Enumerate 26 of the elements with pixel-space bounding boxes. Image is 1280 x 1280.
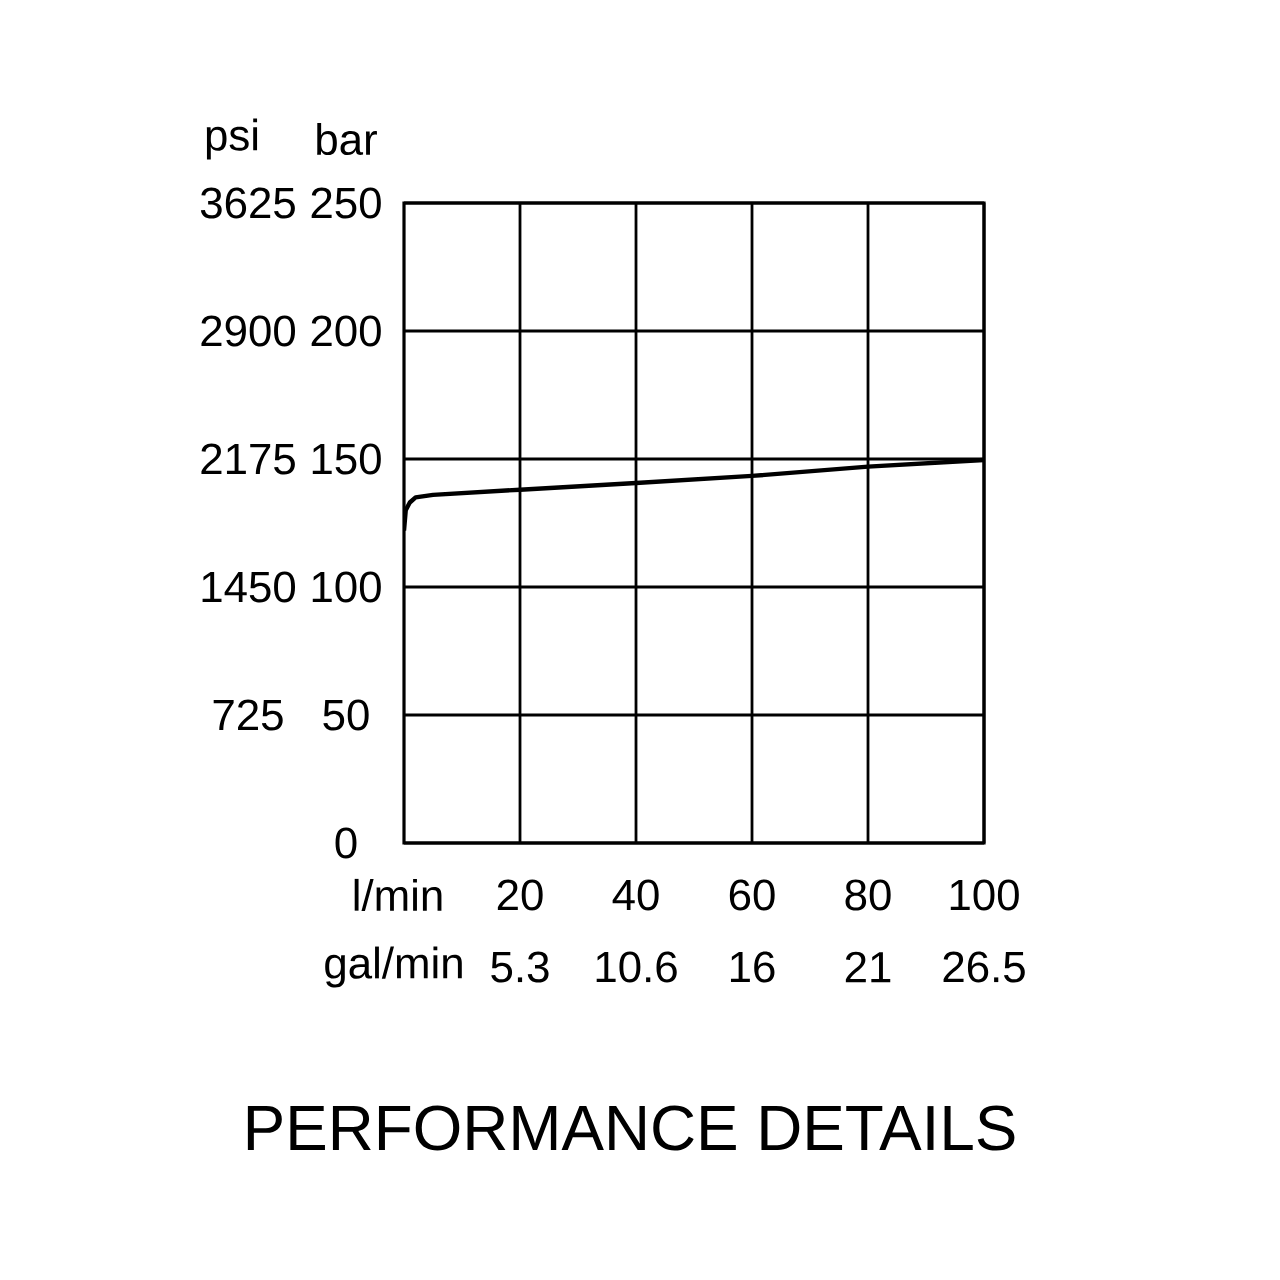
- x2-axis-title: gal/min: [325, 946, 462, 988]
- y2-tick-label: 2900: [201, 315, 296, 347]
- x2-tick-label: 16: [730, 951, 775, 983]
- x2-tick-label: 26.5: [943, 951, 1025, 983]
- y-tick-label: 100: [312, 571, 381, 603]
- y-tick-label: 200: [311, 315, 381, 347]
- y2-tick-label: 1450: [202, 571, 296, 603]
- text: PERFORMANCE DETAILS: [247, 1105, 1015, 1151]
- y-tick-label: 150: [312, 443, 381, 475]
- x-tick-label: 100: [950, 879, 1019, 911]
- y-axis-title: bar: [317, 122, 377, 156]
- y-tick-label: 50: [323, 699, 369, 731]
- y2-tick-label: 2175: [201, 443, 295, 475]
- x-tick-label: 80: [845, 879, 891, 911]
- x-tick-label: 20: [497, 879, 543, 911]
- x-tick-label: 40: [612, 879, 659, 911]
- y-tick-label: 0: [335, 827, 357, 859]
- y2-tick-label: 725: [213, 699, 283, 731]
- y-tick-label: 250: [311, 187, 381, 219]
- x2-tick-label: 10.6: [596, 951, 677, 983]
- y2-tick-label: 3625: [200, 187, 295, 219]
- x2-tick-label: 21: [845, 951, 891, 983]
- x2-tick-label: 5.3: [491, 951, 549, 983]
- x-tick-label: 60: [729, 879, 775, 911]
- x-axis-title: l/min: [354, 878, 442, 912]
- y2-axis-title: psi: [206, 118, 258, 160]
